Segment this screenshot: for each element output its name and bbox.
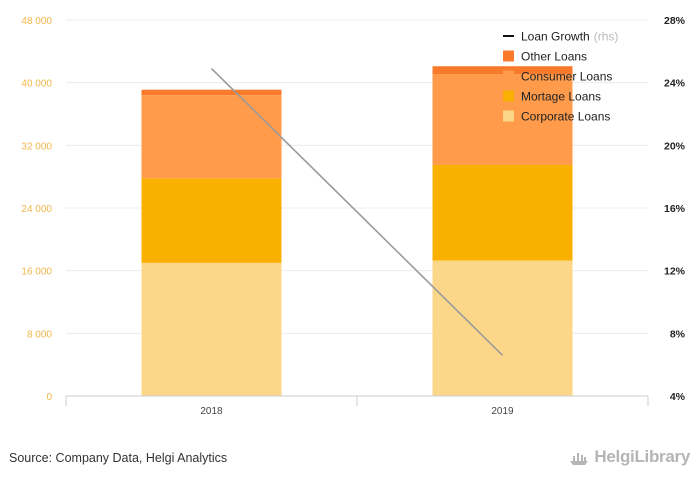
legend-box-swatch bbox=[503, 50, 514, 62]
bars bbox=[141, 66, 573, 396]
legend-box-swatch bbox=[503, 70, 514, 82]
left-axis-ticks: 0 8 000 16 000 24 000 32 000 40 000 48 000 bbox=[21, 16, 52, 403]
axes bbox=[65, 395, 649, 406]
bar-mortage-loans-2018 bbox=[141, 178, 282, 263]
legend: Loan Growth (rhs) Other Loans Consumer Loan… bbox=[503, 30, 618, 124]
legend-item-consumer-loans: Consumer Loans bbox=[503, 70, 612, 84]
right-tick-label: 8% bbox=[670, 328, 686, 340]
bar-corporate-loans-2018 bbox=[141, 262, 282, 396]
legend-label: Corporate Loans bbox=[521, 110, 610, 124]
left-tick-label: 40 000 bbox=[21, 79, 52, 90]
x-axis-ticks: 2018 2019 bbox=[200, 406, 514, 417]
legend-item-corporate-loans: Corporate Loans bbox=[503, 110, 610, 124]
legend-item-other-loans: Other Loans bbox=[503, 50, 587, 64]
right-tick-label: 4% bbox=[670, 391, 686, 403]
left-tick-label: 24 000 bbox=[21, 204, 52, 215]
bar-mortage-loans-2019 bbox=[432, 164, 573, 261]
left-tick-label: 48 000 bbox=[21, 16, 52, 27]
legend-box-swatch bbox=[503, 90, 514, 102]
legend-box-swatch bbox=[503, 110, 514, 122]
legend-label: Other Loans bbox=[521, 50, 587, 64]
left-tick-label: 32 000 bbox=[21, 141, 52, 152]
right-tick-label: 24% bbox=[664, 78, 686, 90]
legend-label: Consumer Loans bbox=[521, 70, 612, 84]
ship-icon bbox=[570, 453, 589, 465]
left-tick-label: 16 000 bbox=[21, 267, 52, 278]
left-tick-label: 0 bbox=[46, 392, 52, 403]
legend-label: Loan Growth (rhs) bbox=[521, 30, 618, 44]
legend-label: Mortage Loans bbox=[521, 90, 601, 104]
bar-other-loans-2018 bbox=[141, 89, 282, 96]
right-tick-label: 12% bbox=[664, 266, 686, 278]
brand-name: HelgiLibrary bbox=[594, 447, 690, 466]
bar-consumer-loans-2019 bbox=[432, 74, 573, 165]
legend-item-mortage-loans: Mortage Loans bbox=[503, 90, 601, 104]
source-note: Source: Company Data, Helgi Analytics bbox=[9, 451, 228, 465]
legend-suffix: (rhs) bbox=[594, 30, 619, 44]
loan-growth-line-group bbox=[210, 67, 504, 356]
helgi-library-logo[interactable]: HelgiLibrary bbox=[568, 447, 690, 467]
loan-growth-line bbox=[210, 67, 504, 356]
right-tick-label: 20% bbox=[664, 140, 686, 152]
right-tick-label: 16% bbox=[664, 203, 686, 215]
x-tick-label: 2019 bbox=[491, 406, 514, 417]
legend-item-loan-growth: Loan Growth (rhs) bbox=[503, 30, 618, 44]
right-axis-ticks: 4% 8% 12% 16% 20% 24% 28% bbox=[664, 15, 686, 403]
bar-corporate-loans-2019 bbox=[432, 260, 573, 396]
x-tick-label: 2018 bbox=[200, 406, 223, 417]
bar-other-loans-2019 bbox=[432, 66, 573, 75]
left-tick-label: 8 000 bbox=[27, 329, 52, 340]
right-tick-label: 28% bbox=[664, 15, 686, 27]
bar-consumer-loans-2018 bbox=[141, 95, 282, 179]
chart: 0 8 000 16 000 24 000 32 000 40 000 48 000 4% 8… bbox=[21, 15, 686, 417]
